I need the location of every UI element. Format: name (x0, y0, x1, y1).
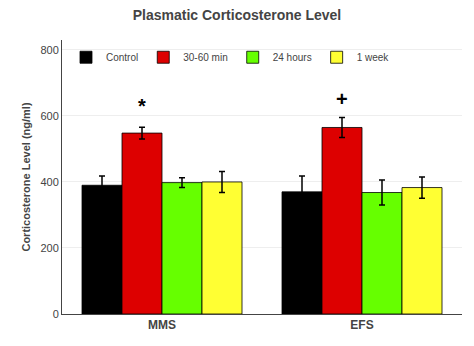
svg-text:0: 0 (53, 308, 59, 320)
svg-text:Corticosterone Level (ng/ml): Corticosterone Level (ng/ml) (20, 102, 32, 251)
svg-text:24 hours: 24 hours (273, 52, 312, 63)
svg-text:*: * (138, 95, 146, 117)
svg-text:30-60 min: 30-60 min (183, 52, 227, 63)
svg-text:400: 400 (40, 176, 58, 188)
svg-text:EFS: EFS (350, 318, 373, 332)
svg-text:Plasmatic Corticosterone Level: Plasmatic Corticosterone Level (133, 7, 342, 23)
svg-text:200: 200 (40, 242, 58, 254)
svg-text:800: 800 (40, 44, 58, 56)
svg-text:1 week: 1 week (357, 52, 390, 63)
svg-text:MMS: MMS (148, 318, 176, 332)
svg-text:600: 600 (40, 110, 58, 122)
svg-text:+: + (336, 88, 348, 110)
svg-text:Control: Control (106, 52, 138, 63)
